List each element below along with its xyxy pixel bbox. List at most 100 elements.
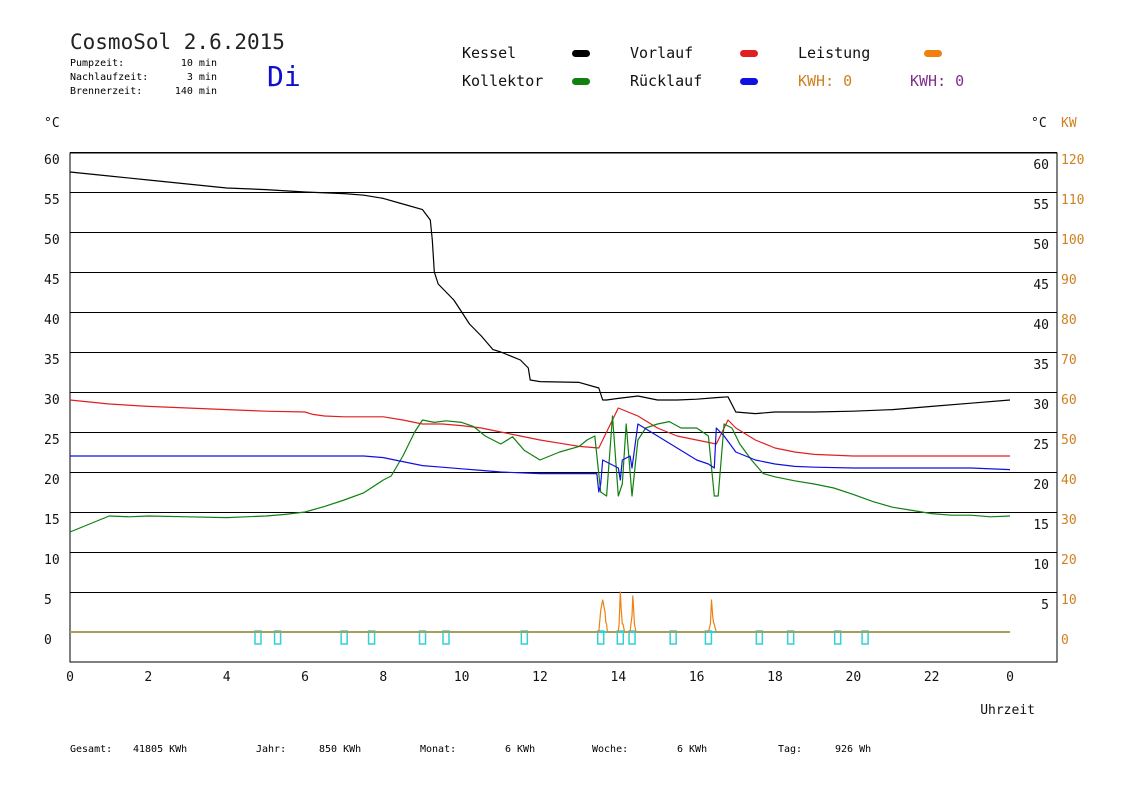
info-value: 10 min [180, 58, 217, 69]
weekday-label: Di [267, 60, 301, 93]
legend-swatch [740, 50, 758, 57]
info-label: Pumpzeit: [70, 58, 125, 69]
y-tick-label-left: 20 [44, 473, 60, 488]
pump-marker [442, 630, 450, 645]
x-tick-label: 10 [454, 670, 470, 685]
y-tick-label-left: 30 [44, 393, 60, 408]
x-tick-label: 0 [1006, 670, 1014, 685]
gesamt-label: Gesamt: [70, 744, 113, 755]
y-tick-label-kw: 110 [1061, 193, 1084, 208]
y-tick-label-left: 10 [44, 553, 60, 568]
series-line-leistung [70, 591, 1010, 633]
y-tick-label-left: 0 [44, 633, 52, 648]
pump-marker [254, 630, 262, 645]
legend-label: Kessel [462, 44, 517, 62]
info-label: Nachlaufzeit: [70, 72, 149, 83]
woche-label: Woche: [592, 744, 629, 755]
plot-frame [69, 152, 1058, 663]
y-tick-label-right: 15 [1033, 518, 1049, 533]
legend-swatch [572, 78, 590, 85]
y-tick-label-right: 35 [1033, 358, 1049, 373]
woche-value: 6 KWh [677, 744, 708, 755]
tag-value: 926 Wh [835, 744, 872, 755]
x-tick-label: 4 [223, 670, 231, 685]
pump-marker [786, 630, 795, 645]
y-tick-label-right: 5 [1041, 598, 1049, 613]
kwh-orange-label: KWH: 0 [798, 72, 853, 90]
pump-marker [596, 630, 605, 645]
pump-marker [616, 630, 625, 645]
y-tick-label-left: 35 [44, 353, 60, 368]
legend-label: Leistung [798, 44, 871, 62]
pump-marker [669, 630, 677, 645]
y-tick-label-left: 5 [44, 593, 52, 608]
y-tick-label-right: 20 [1033, 478, 1049, 493]
y-tick-label-kw: 50 [1061, 433, 1077, 448]
legend-swatch [572, 50, 590, 57]
x-tick-label: 0 [66, 670, 74, 685]
y-tick-label-right: 50 [1033, 238, 1049, 253]
page-title: CosmoSol 2.6.2015 [70, 30, 285, 54]
y-tick-label-left: 15 [44, 513, 60, 528]
y-tick-label-kw: 90 [1061, 273, 1077, 288]
y-tick-label-kw: 30 [1061, 513, 1077, 528]
left-unit-label: °C [44, 116, 60, 131]
x-tick-label: 12 [532, 670, 548, 685]
pump-marker [273, 630, 282, 645]
y-tick-label-kw: 10 [1061, 593, 1077, 608]
pump-marker [340, 630, 348, 645]
x-tick-label: 16 [689, 670, 705, 685]
monat-label: Monat: [420, 744, 457, 755]
kwh-purple-label: KWH: 0 [910, 72, 965, 90]
x-tick-label: 2 [144, 670, 152, 685]
y-tick-label-left: 50 [44, 233, 60, 248]
gesamt-value: 41805 KWh [133, 744, 188, 755]
x-tick-label: 6 [301, 670, 309, 685]
right-unit-label: °C [1031, 116, 1047, 131]
y-tick-label-left: 45 [44, 273, 60, 288]
y-tick-label-kw: 70 [1061, 353, 1077, 368]
y-tick-label-kw: 60 [1061, 393, 1077, 408]
monat-value: 6 KWh [505, 744, 536, 755]
y-tick-label-kw: 80 [1061, 313, 1077, 328]
pump-marker [861, 630, 869, 645]
y-tick-label-left: 60 [44, 153, 60, 168]
pump-marker [833, 630, 842, 645]
y-tick-label-kw: 40 [1061, 473, 1077, 488]
info-label: Brennerzeit: [70, 86, 143, 97]
jahr-value: 850 KWh [319, 744, 362, 755]
y-tick-label-right: 10 [1033, 558, 1049, 573]
x-tick-label: 8 [379, 670, 387, 685]
y-tick-label-left: 25 [44, 433, 60, 448]
legend-swatch [924, 50, 942, 57]
legend-label: Kollektor [462, 72, 544, 90]
x-tick-label: 14 [611, 670, 627, 685]
y-tick-label-kw: 100 [1061, 233, 1084, 248]
pump-marker [418, 630, 427, 645]
y-tick-label-right: 60 [1033, 158, 1049, 173]
legend-swatch [740, 78, 758, 85]
info-value: 3 min [186, 72, 217, 83]
series-line-rcklauf [70, 423, 1011, 493]
right-kw-unit-label: KW [1061, 116, 1077, 131]
legend-label: Vorlauf [630, 44, 694, 62]
pump-marker [520, 630, 529, 645]
y-tick-label-right: 55 [1033, 198, 1049, 213]
x-tick-label: 20 [846, 670, 862, 685]
series-line-vorlauf [69, 399, 1010, 457]
series-line-kollektor [69, 415, 1011, 533]
y-tick-label-kw: 20 [1061, 553, 1077, 568]
pump-marker [367, 630, 376, 645]
jahr-label: Jahr: [256, 744, 287, 755]
y-tick-label-left: 55 [44, 193, 60, 208]
pump-marker [628, 630, 636, 645]
series-line-kessel [69, 171, 1011, 415]
y-tick-label-left: 40 [44, 313, 60, 328]
y-tick-label-right: 25 [1033, 438, 1049, 453]
x-tick-label: 18 [767, 670, 783, 685]
x-axis-label: Uhrzeit [980, 703, 1035, 718]
legend-label: Rücklauf [630, 72, 703, 90]
y-tick-label-kw: 120 [1061, 153, 1084, 168]
tag-label: Tag: [778, 744, 803, 755]
